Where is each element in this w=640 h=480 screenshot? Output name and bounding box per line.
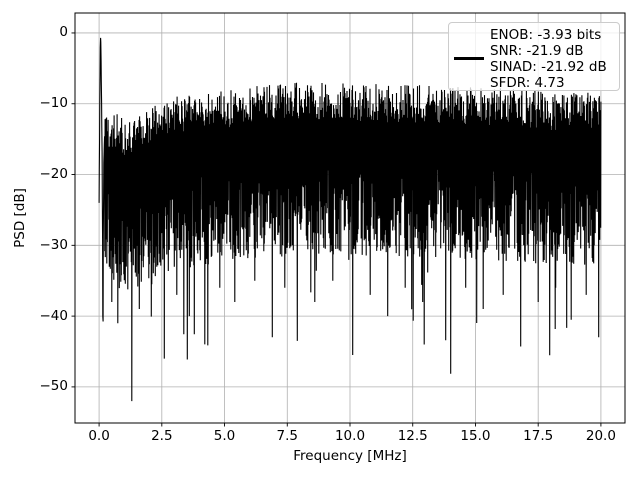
y-tick-label: −30 (39, 236, 69, 253)
x-axis-label: Frequency [MHz] (293, 448, 407, 464)
x-tick-label: 5.0 (213, 428, 236, 444)
y-tick-label: −10 (39, 95, 69, 112)
x-tick-label: 2.5 (151, 428, 173, 444)
psd-trace (98, 37, 602, 402)
legend-stats: ENOB: -3.93 bits SNR: -21.9 dB SINAD: -2… (490, 27, 607, 91)
legend-enob: ENOB: -3.93 bits (490, 27, 602, 43)
x-tick-label: 15.0 (460, 428, 491, 444)
legend: ENOB: -3.93 bits SNR: -21.9 dB SINAD: -2… (448, 22, 620, 91)
plot-spines (74, 12, 626, 424)
x-tick-label: 17.5 (523, 428, 554, 444)
legend-snr: SNR: -21.9 dB (490, 43, 584, 59)
y-tick-label: −20 (39, 166, 69, 183)
x-tick-label: 20.0 (585, 428, 616, 444)
x-tick-label: 10.0 (334, 428, 366, 444)
y-tick-label: −50 (39, 378, 69, 395)
legend-sfdr: SFDR: 4.73 (490, 75, 565, 91)
x-tick-label: 7.5 (276, 428, 299, 444)
x-tick-label: 12.5 (397, 428, 428, 444)
legend-sinad: SINAD: -21.92 dB (490, 59, 607, 75)
legend-line-sample (454, 57, 484, 60)
y-tick-label: 0 (59, 24, 68, 41)
x-tick-label: 0.0 (88, 428, 110, 444)
y-tick-label: −40 (39, 307, 69, 324)
